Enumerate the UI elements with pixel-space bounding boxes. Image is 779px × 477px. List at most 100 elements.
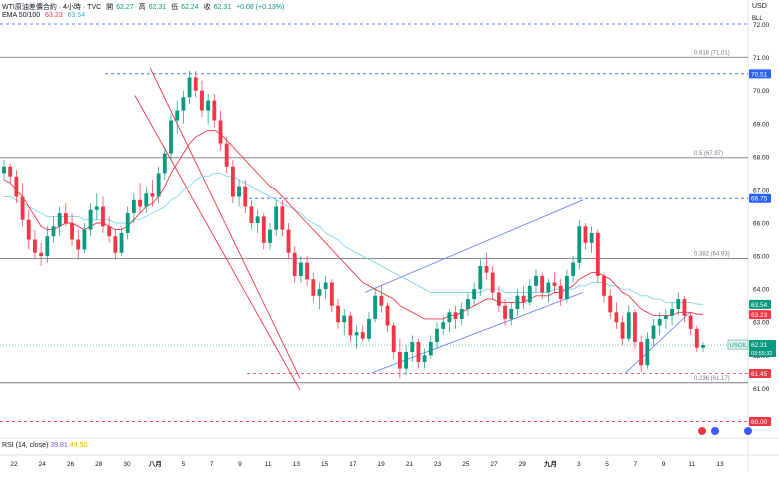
- candle-body[interactable]: [534, 275, 538, 286]
- candle-body[interactable]: [527, 285, 532, 303]
- candle-body[interactable]: [484, 266, 489, 273]
- candle-body[interactable]: [113, 236, 118, 253]
- candle-body[interactable]: [70, 223, 74, 240]
- candle-body[interactable]: [187, 77, 192, 98]
- candle-body[interactable]: [138, 199, 143, 207]
- candle-body[interactable]: [385, 305, 390, 326]
- candle-body[interactable]: [156, 173, 161, 197]
- candle-body[interactable]: [595, 232, 600, 276]
- candle-body[interactable]: [292, 252, 297, 276]
- candle-body[interactable]: [323, 282, 328, 290]
- candle-body[interactable]: [230, 166, 235, 197]
- candle-body[interactable]: [218, 120, 223, 144]
- candle-body[interactable]: [571, 262, 576, 276]
- candle-body[interactable]: [175, 110, 180, 121]
- candle-body[interactable]: [670, 309, 674, 316]
- candle-body[interactable]: [521, 295, 526, 303]
- candle-body[interactable]: [63, 213, 68, 223]
- candle-body[interactable]: [583, 226, 588, 243]
- price-badge[interactable]: [749, 299, 771, 309]
- candle-body[interactable]: [564, 275, 569, 300]
- event-icon-us-flag[interactable]: [710, 426, 720, 436]
- candle-body[interactable]: [45, 236, 50, 257]
- ema-legend[interactable]: EMA 50/100 63.23 63.54: [2, 12, 88, 19]
- up-channel-upper-line[interactable]: [364, 199, 584, 293]
- candle-body[interactable]: [639, 342, 644, 366]
- candle-body[interactable]: [416, 342, 421, 362]
- candle-body[interactable]: [20, 196, 25, 220]
- candle-body[interactable]: [626, 312, 631, 339]
- price-badge[interactable]: [749, 69, 771, 79]
- candle-body[interactable]: [447, 312, 452, 323]
- candle-body[interactable]: [682, 299, 687, 316]
- candle-body[interactable]: [540, 275, 545, 293]
- event-icon-flash[interactable]: [697, 426, 707, 436]
- down-channel-lower-line[interactable]: [134, 95, 301, 391]
- candle-body[interactable]: [125, 213, 130, 233]
- candle-body[interactable]: [305, 262, 310, 280]
- price-badge[interactable]: [749, 193, 771, 203]
- candle-body[interactable]: [88, 209, 93, 230]
- symbol-title[interactable]: WTI原油差價合約 · 4小時 · TVC: [2, 4, 102, 11]
- candle-body[interactable]: [82, 229, 87, 250]
- candle-body[interactable]: [391, 325, 396, 352]
- candle-body[interactable]: [144, 193, 149, 207]
- candle-body[interactable]: [193, 77, 198, 91]
- candle-body[interactable]: [162, 153, 167, 174]
- candle-body[interactable]: [33, 239, 37, 253]
- candle-body[interactable]: [614, 312, 619, 323]
- candle-body[interactable]: [94, 206, 99, 210]
- candle-body[interactable]: [57, 213, 62, 227]
- candle-body[interactable]: [268, 229, 272, 243]
- candle-body[interactable]: [397, 352, 402, 369]
- usoil-symbol-badge[interactable]: [727, 339, 749, 350]
- candle-body[interactable]: [51, 226, 56, 237]
- rsi-legend[interactable]: RSI (14, close) 39.81 49.50: [2, 442, 87, 449]
- candle-body[interactable]: [657, 318, 662, 326]
- candle-body[interactable]: [107, 226, 112, 237]
- candle-body[interactable]: [379, 295, 384, 306]
- candle-body[interactable]: [8, 166, 13, 177]
- candle-body[interactable]: [200, 90, 204, 111]
- candle-body[interactable]: [645, 338, 650, 366]
- event-icon-edge[interactable]: [743, 426, 753, 436]
- candle-body[interactable]: [558, 285, 563, 300]
- candle-body[interactable]: [472, 289, 477, 300]
- ema-100-line[interactable]: [4, 172, 704, 305]
- candle-body[interactable]: [428, 342, 433, 356]
- candle-body[interactable]: [404, 352, 408, 369]
- up-channel-lower-line[interactable]: [371, 292, 584, 374]
- candle-body[interactable]: [701, 345, 705, 348]
- candle-body[interactable]: [311, 279, 316, 296]
- candle-body[interactable]: [503, 305, 507, 319]
- candle-body[interactable]: [453, 312, 458, 319]
- down-channel-upper-line[interactable]: [149, 67, 301, 379]
- candle-body[interactable]: [515, 295, 520, 309]
- candle-body[interactable]: [688, 315, 693, 329]
- candle-body[interactable]: [367, 318, 371, 339]
- candle-body[interactable]: [150, 193, 155, 197]
- candle-body[interactable]: [354, 332, 359, 336]
- price-axis-bg[interactable]: [748, 0, 779, 472]
- candle-body[interactable]: [2, 166, 6, 174]
- candle-body[interactable]: [410, 342, 415, 352]
- candle-body[interactable]: [694, 328, 699, 348]
- candle-body[interactable]: [243, 186, 248, 207]
- candle-body[interactable]: [286, 229, 291, 253]
- candle-body[interactable]: [441, 322, 446, 329]
- candle-body[interactable]: [633, 312, 637, 343]
- candle-body[interactable]: [651, 325, 656, 339]
- candle-body[interactable]: [663, 315, 668, 319]
- candle-body[interactable]: [76, 239, 81, 250]
- candle-body[interactable]: [26, 219, 31, 240]
- candle-body[interactable]: [602, 275, 606, 296]
- usoil-price-badge[interactable]: [749, 340, 776, 358]
- wedge-support-line[interactable]: [624, 311, 691, 374]
- candle-body[interactable]: [329, 282, 334, 306]
- candle-body[interactable]: [336, 305, 340, 323]
- candle-body[interactable]: [224, 143, 229, 167]
- candle-body[interactable]: [546, 282, 551, 293]
- candle-body[interactable]: [181, 97, 186, 111]
- candle-body[interactable]: [435, 328, 439, 343]
